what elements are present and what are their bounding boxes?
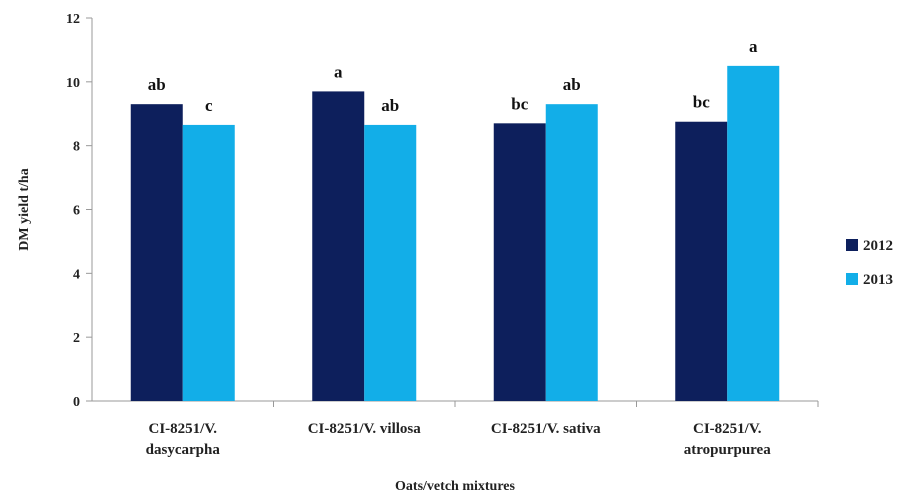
y-tick-label: 8 xyxy=(73,140,80,155)
bar-2013-2 xyxy=(545,104,598,402)
y-tick-label: 0 xyxy=(73,395,80,410)
y-tick-label: 12 xyxy=(66,12,80,27)
data-label: c xyxy=(205,96,213,115)
bar-2013-3 xyxy=(727,65,780,401)
x-category-label: dasycarpha xyxy=(146,442,221,458)
y-axis-title: DM yield t/ha xyxy=(17,168,32,250)
y-tick-label: 4 xyxy=(73,267,80,282)
legend-swatch-2012 xyxy=(846,239,858,251)
x-axis-labels: CI-8251/V. dasycarpha CI-8251/V. villosa CI… xyxy=(146,401,819,458)
y-tick-label: 10 xyxy=(66,76,80,91)
data-label: ab xyxy=(563,75,581,94)
x-category-label: CI-8251/V. xyxy=(149,421,218,437)
bar-2012-3 xyxy=(675,121,728,402)
data-label: bc xyxy=(511,94,528,113)
bar-2012-0 xyxy=(130,104,183,402)
x-category-label: CI-8251/V. xyxy=(693,421,762,437)
y-tick-label: 2 xyxy=(73,331,80,346)
legend: 2012 2013 xyxy=(846,238,893,288)
bar-2012-1 xyxy=(312,91,365,402)
data-label: a xyxy=(334,62,343,81)
y-tick-label: 6 xyxy=(73,204,80,219)
data-label: a xyxy=(749,37,758,56)
data-label: ab xyxy=(381,96,399,115)
legend-label: 2013 xyxy=(863,272,893,288)
data-label: ab xyxy=(148,75,166,94)
bar-2013-1 xyxy=(364,124,417,401)
x-category-label: CI-8251/V. sativa xyxy=(491,421,601,437)
x-category-label: atropurpurea xyxy=(684,442,771,458)
bar-2012-2 xyxy=(493,123,546,401)
y-axis-ticks: 0 2 4 6 8 10 12 xyxy=(66,12,92,410)
data-label: bc xyxy=(693,93,710,112)
legend-swatch-2013 xyxy=(846,273,858,285)
legend-label: 2012 xyxy=(863,238,893,254)
x-axis-title: Oats/vetch mixtures xyxy=(395,479,515,494)
x-category-label: CI-8251/V. villosa xyxy=(308,421,422,437)
bar-2013-0 xyxy=(182,124,235,401)
bars: ab c a ab bc ab bc a xyxy=(130,37,780,402)
